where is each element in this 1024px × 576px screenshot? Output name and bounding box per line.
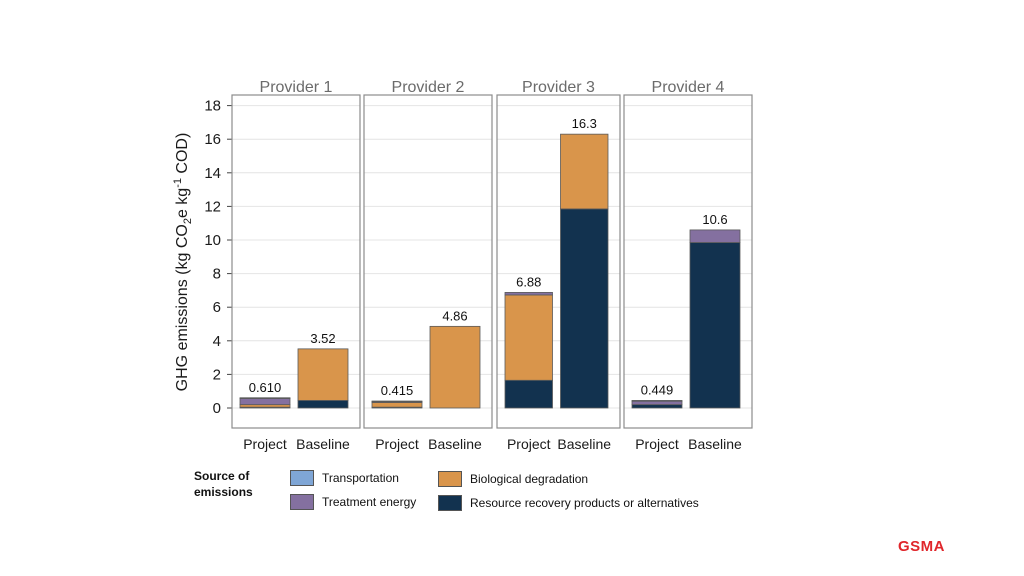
y-axis-label: GHG emissions (kg CO2e kg-1 COD)	[172, 133, 194, 392]
panel-frame	[496, 94, 621, 429]
y-tick-label: 14	[204, 165, 221, 182]
x-category-label: Project	[507, 436, 551, 452]
y-tick-label: 4	[213, 333, 221, 350]
x-category-label: Baseline	[296, 436, 350, 452]
y-tick-label: 12	[204, 198, 221, 215]
legend-label-biological-degradation: Biological degradation	[470, 472, 589, 486]
legend-item-resource-recovery: Resource recovery products or alternativ…	[438, 495, 699, 511]
legend-item-transportation: Transportation	[290, 470, 399, 486]
legend-swatch-transportation	[290, 470, 314, 486]
legend-label-resource-recovery: Resource recovery products or alternativ…	[470, 496, 699, 510]
x-category-label: Baseline	[557, 436, 611, 452]
legend-title: Source of emissions	[194, 469, 253, 499]
panel-frame	[363, 94, 493, 429]
bar-segment	[429, 325, 481, 409]
gsma-logo: GSMA	[898, 538, 945, 555]
legend-label-treatment-energy: Treatment energy	[322, 495, 417, 509]
legend-swatch-biological-degradation	[438, 471, 462, 487]
y-tick-label: 6	[213, 299, 221, 316]
legend-item-treatment-energy: Treatment energy	[290, 494, 416, 510]
legend-swatch-treatment-energy	[290, 494, 314, 510]
bar-segment	[560, 208, 609, 409]
bar-total-label: 16.3	[572, 116, 597, 131]
bar-segment	[504, 292, 553, 296]
y-tick-label: 8	[213, 266, 221, 283]
y-tick-label: 0	[213, 400, 221, 417]
panel-frame	[231, 94, 361, 429]
bar-segment	[631, 400, 683, 402]
y-tick-label: 16	[204, 131, 221, 148]
bar-total-label: 3.52	[310, 331, 335, 346]
bar-segment	[504, 379, 553, 409]
bar-segment	[297, 348, 349, 401]
y-tick-label: 18	[204, 98, 221, 115]
bar-segment	[371, 400, 423, 403]
x-category-label: Baseline	[688, 436, 742, 452]
bar-segment	[504, 294, 553, 381]
bar-total-label: 4.86	[442, 308, 467, 323]
panel-title: Provider 3	[522, 79, 595, 96]
bar-segment	[631, 404, 683, 409]
plot-area: 0 2 4 6 8 10 12 14 16 18 Provider 1 0.610 Project 3.5…	[204, 79, 753, 452]
bar-total-label: 10.6	[702, 212, 727, 227]
x-category-label: Project	[635, 436, 679, 452]
y-tick-label: 2	[213, 366, 221, 383]
x-category-label: Project	[375, 436, 419, 452]
bar-total-label: 0.415	[381, 383, 414, 398]
bar-segment	[560, 133, 609, 210]
legend-label-transportation: Transportation	[322, 471, 399, 485]
panel-title: Provider 4	[652, 79, 725, 96]
bar-segment	[239, 397, 291, 406]
bar-segment	[689, 229, 741, 243]
panel-title: Provider 1	[260, 79, 333, 96]
bar-segment	[239, 397, 291, 399]
y-tick-label: 10	[204, 232, 221, 249]
bar-total-label: 6.88	[516, 274, 541, 289]
panel-title: Provider 2	[392, 79, 465, 96]
x-category-label: Project	[243, 436, 287, 452]
x-category-label: Baseline	[428, 436, 482, 452]
legend-swatch-resource-recovery	[438, 495, 462, 511]
bar-segment	[371, 402, 423, 408]
bar-segment	[297, 400, 349, 409]
panel-frame	[623, 94, 753, 429]
legend-item-biological-degradation: Biological degradation	[438, 471, 588, 487]
bar-total-label: 0.449	[641, 382, 674, 397]
bar-segment	[689, 242, 741, 409]
bar-total-label: 0.610	[249, 380, 282, 395]
